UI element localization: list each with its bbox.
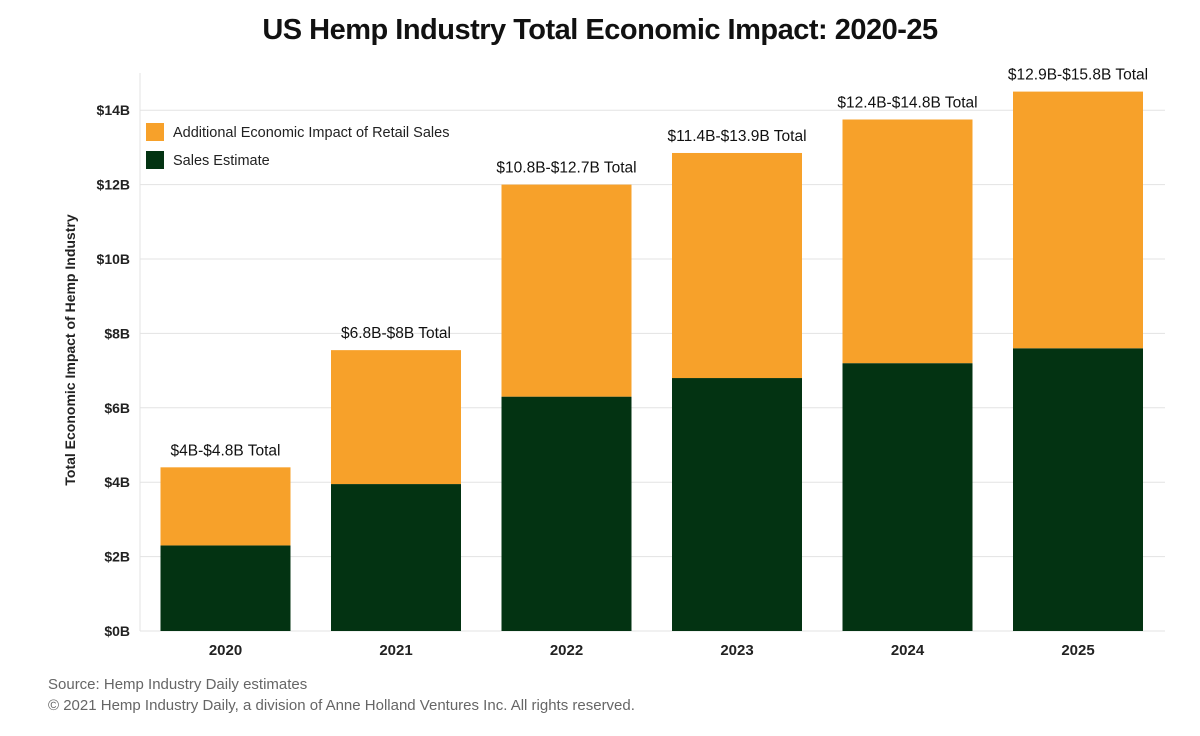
y-tick-label: $8B bbox=[104, 325, 130, 341]
legend-swatch bbox=[146, 151, 164, 169]
bar-retail-impact-2022 bbox=[501, 184, 632, 397]
legend-label: Sales Estimate bbox=[173, 153, 270, 169]
source-note: Source: Hemp Industry Daily estimates bbox=[48, 676, 308, 693]
legend-swatch bbox=[146, 123, 164, 141]
bar-retail-impact-2020 bbox=[160, 467, 291, 546]
total-label-2023: $11.4B-$13.9B Total bbox=[667, 128, 806, 145]
bar-sales-estimate-2025 bbox=[1013, 348, 1143, 631]
bar-sales-estimate-2021 bbox=[331, 484, 461, 631]
y-tick-label: $0B bbox=[104, 623, 130, 639]
chart-title: US Hemp Industry Total Economic Impact: … bbox=[262, 14, 938, 46]
bar-retail-impact-2023 bbox=[672, 152, 802, 379]
bar-sales-estimate-2020 bbox=[160, 545, 291, 631]
x-tick-label: 2025 bbox=[1061, 642, 1094, 659]
copyright-note: © 2021 Hemp Industry Daily, a division o… bbox=[48, 697, 635, 714]
x-tick-label: 2024 bbox=[891, 642, 925, 659]
bars bbox=[160, 91, 1143, 631]
bar-sales-estimate-2023 bbox=[672, 378, 802, 631]
y-tick-label: $10B bbox=[97, 251, 130, 267]
legend: Additional Economic Impact of Retail Sal… bbox=[146, 123, 449, 169]
total-label-2020: $4B-$4.8B Total bbox=[170, 442, 280, 459]
total-label-2022: $10.8B-$12.7B Total bbox=[496, 160, 636, 177]
y-tick-label: $2B bbox=[104, 549, 130, 565]
labels: $0B $2B $4B $6B $8B $10B $12B $14B Total Economi… bbox=[62, 67, 1148, 659]
x-tick-label: 2021 bbox=[379, 642, 412, 659]
y-tick-label: $14B bbox=[97, 102, 130, 118]
bar-sales-estimate-2024 bbox=[842, 363, 973, 631]
total-label-2021: $6.8B-$8B Total bbox=[341, 325, 451, 342]
x-tick-label: 2022 bbox=[550, 642, 583, 659]
bar-sales-estimate-2022 bbox=[501, 396, 632, 631]
x-tick-label: 2020 bbox=[209, 642, 242, 659]
bar-retail-impact-2025 bbox=[1013, 91, 1143, 349]
total-label-2024: $12.4B-$14.8B Total bbox=[837, 95, 977, 112]
y-tick-label: $4B bbox=[104, 474, 130, 490]
x-tick-label: 2023 bbox=[720, 642, 753, 659]
legend-label: Additional Economic Impact of Retail Sal… bbox=[173, 125, 449, 141]
y-axis-title: Total Economic Impact of Hemp Industry bbox=[62, 214, 78, 485]
grid-lines bbox=[139, 73, 1165, 632]
y-tick-label: $6B bbox=[104, 400, 130, 416]
bar-retail-impact-2021 bbox=[331, 350, 461, 485]
y-tick-label: $12B bbox=[97, 177, 130, 193]
bar-retail-impact-2024 bbox=[842, 119, 973, 364]
total-label-2025: $12.9B-$15.8B Total bbox=[1008, 67, 1148, 84]
